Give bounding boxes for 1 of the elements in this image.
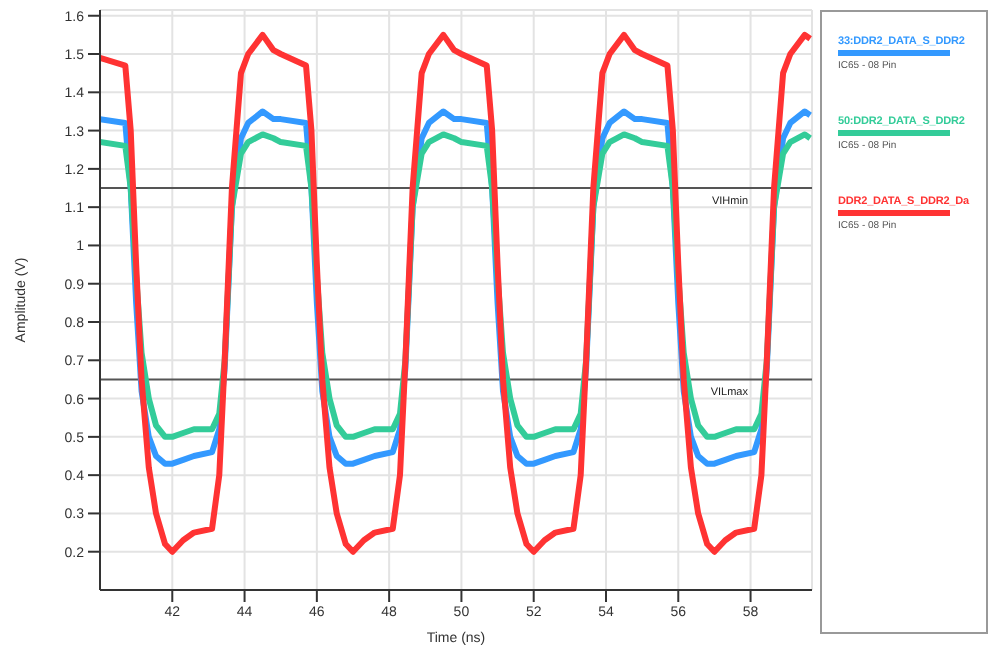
line-series <box>100 31 812 555</box>
